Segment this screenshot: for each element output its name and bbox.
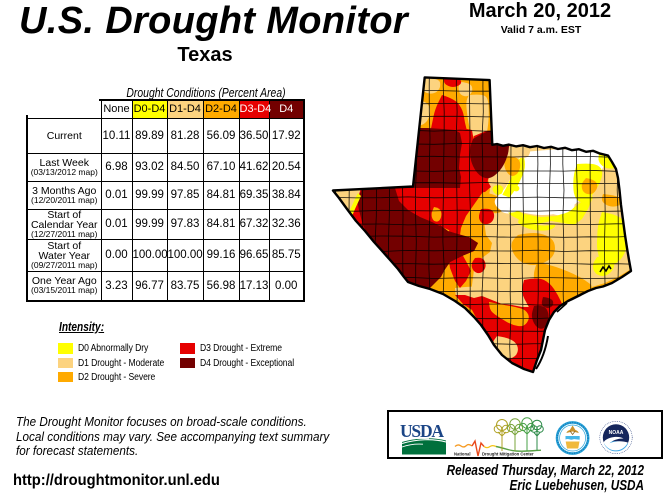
svg-text:USDA: USDA (400, 421, 444, 441)
svg-text:Drought Mitigation Center: Drought Mitigation Center (482, 452, 534, 457)
svg-text:National: National (454, 452, 471, 457)
svg-text:NOAA: NOAA (609, 430, 624, 436)
